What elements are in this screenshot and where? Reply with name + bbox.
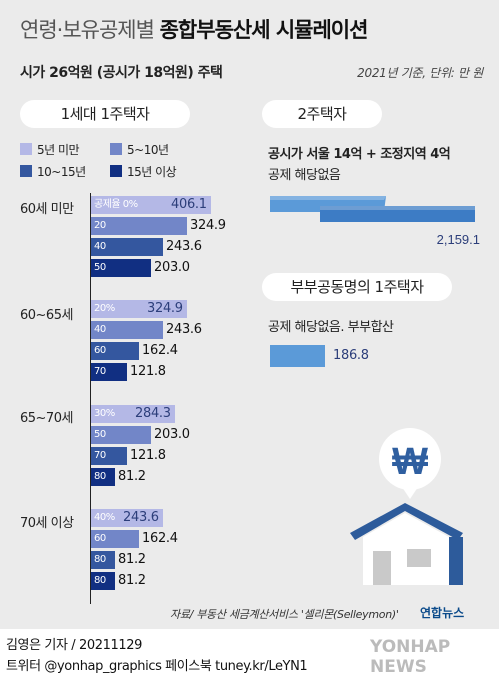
bar-rate-label: 60	[94, 345, 106, 356]
bar-value-label: 162.4	[142, 343, 178, 358]
legend-label: 10~15년	[37, 165, 86, 179]
bar-rate-label: 80	[94, 554, 106, 565]
bar	[91, 321, 163, 339]
bar-rate-label: 50	[94, 429, 106, 440]
group-label: 65~70세	[20, 411, 73, 426]
bar-rate-label: 60	[94, 533, 106, 544]
two-homes-note: 공제 해당없음	[268, 168, 341, 183]
bar-rate-label: 40	[94, 241, 106, 252]
bar	[91, 530, 139, 548]
bar-rate-label: 80	[94, 471, 106, 482]
bar-value-label: 406.1	[171, 197, 207, 212]
joint-owner-note: 공제 해당없음. 부부합산	[268, 320, 394, 335]
bar-value-label: 121.8	[130, 364, 166, 379]
author-credit: 김영은 기자 / 20211129	[6, 638, 142, 653]
legend-swatch	[110, 165, 122, 177]
joint-owner-bar	[270, 345, 325, 367]
two-homes-condition: 공시가 서울 14억 + 조정지역 4억	[268, 147, 451, 162]
bar-value-label: 324.9	[147, 301, 183, 316]
bar-value-label: 243.6	[166, 322, 202, 337]
bar-rate-label: 40%	[94, 512, 115, 523]
two-homes-bar: 2,159.1	[270, 196, 480, 247]
bar-value-label: 121.8	[130, 448, 166, 463]
joint-owner-value-label: 186.8	[333, 348, 369, 363]
two-homes-value-label: 2,159.1	[437, 232, 480, 247]
bar-value-label: 203.0	[154, 260, 190, 275]
source-note: 자료/ 부동산 세금계산서비스 '셀리몬(Selleymon)'	[170, 608, 399, 621]
bar-rate-label: 40	[94, 324, 106, 335]
two-homes-bar-right	[320, 206, 475, 222]
legend-label: 15년 이상	[127, 165, 177, 179]
legend-label: 5년 미만	[37, 143, 80, 157]
yonhap-news-watermark: YONHAP NEWS	[370, 637, 451, 677]
page-title: 연령·보유공제별 종합부동산세 시뮬레이션	[20, 14, 369, 44]
axis-line	[90, 193, 91, 604]
bar-rate-label: 20%	[94, 303, 115, 314]
bar-value-label: 243.6	[166, 239, 202, 254]
legend-item: 15년 이상	[110, 163, 177, 180]
bar-value-label: 324.9	[190, 218, 226, 233]
house-icon: ₩	[350, 428, 463, 585]
bar-value-label: 81.2	[118, 469, 146, 484]
bar-rate-label: 30%	[94, 408, 115, 419]
bar-value-label: 203.0	[154, 427, 190, 442]
section-label-two-homes: 2주택자	[262, 100, 382, 128]
bar	[91, 551, 115, 569]
bar	[91, 572, 115, 590]
legend-item: 10~15년	[20, 163, 86, 180]
legend-swatch	[110, 143, 122, 155]
bar-rate-label: 50	[94, 262, 106, 273]
bar	[91, 447, 127, 465]
bar-value-label: 81.2	[118, 552, 146, 567]
subtitle: 시가 26억원 (공시가 18억원) 주택	[20, 65, 223, 81]
section-label-joint-owner: 부부공동명의 1주택자	[262, 273, 452, 301]
title-prefix: 연령·보유공제별	[20, 18, 155, 42]
two-homes-bar-left-shade	[270, 196, 386, 200]
bar-value-label: 81.2	[118, 573, 146, 588]
bar	[91, 342, 139, 360]
group-label: 70세 이상	[20, 516, 74, 531]
bar	[91, 468, 115, 486]
bar-rate-label: 70	[94, 450, 106, 461]
bar	[91, 363, 127, 381]
section-label-single-home: 1세대 1주택자	[20, 100, 190, 128]
bar-value-label: 162.4	[142, 531, 178, 546]
title-main: 종합부동산세 시뮬레이션	[159, 18, 369, 42]
legend-label: 5~10년	[127, 143, 169, 157]
bar	[91, 509, 163, 527]
social-credit: 트위터 @yonhap_graphics 페이스북 tuney.kr/LeYN1	[6, 659, 308, 674]
bar-rate-label: 80	[94, 575, 106, 586]
bar	[91, 196, 211, 214]
yonhap-logo-text: 연합뉴스	[420, 606, 465, 620]
legend-item: 5~10년	[110, 141, 169, 158]
bubble-icon	[379, 428, 441, 490]
unit-note: 2021년 기준, 단위: 만 원	[357, 66, 483, 80]
two-homes-bar-right-shade	[320, 206, 475, 210]
bar	[91, 426, 151, 444]
legend-swatch	[20, 143, 32, 155]
bar-rate-label: 70	[94, 366, 106, 377]
legend-swatch	[20, 165, 32, 177]
bar-rate-label: 20	[94, 220, 106, 231]
bar-value-label: 284.3	[135, 406, 171, 421]
bar	[91, 405, 175, 423]
bar	[91, 300, 187, 318]
bar	[91, 217, 187, 235]
group-label: 60~65세	[20, 308, 73, 323]
bar	[91, 238, 163, 256]
won-icon: ₩	[392, 441, 428, 483]
bar	[91, 259, 151, 277]
bar-value-label: 243.6	[123, 510, 159, 525]
group-label: 60세 미만	[20, 202, 74, 217]
bar-rate-label: 공제율 0%	[94, 199, 138, 210]
legend-item: 5년 미만	[20, 141, 80, 158]
